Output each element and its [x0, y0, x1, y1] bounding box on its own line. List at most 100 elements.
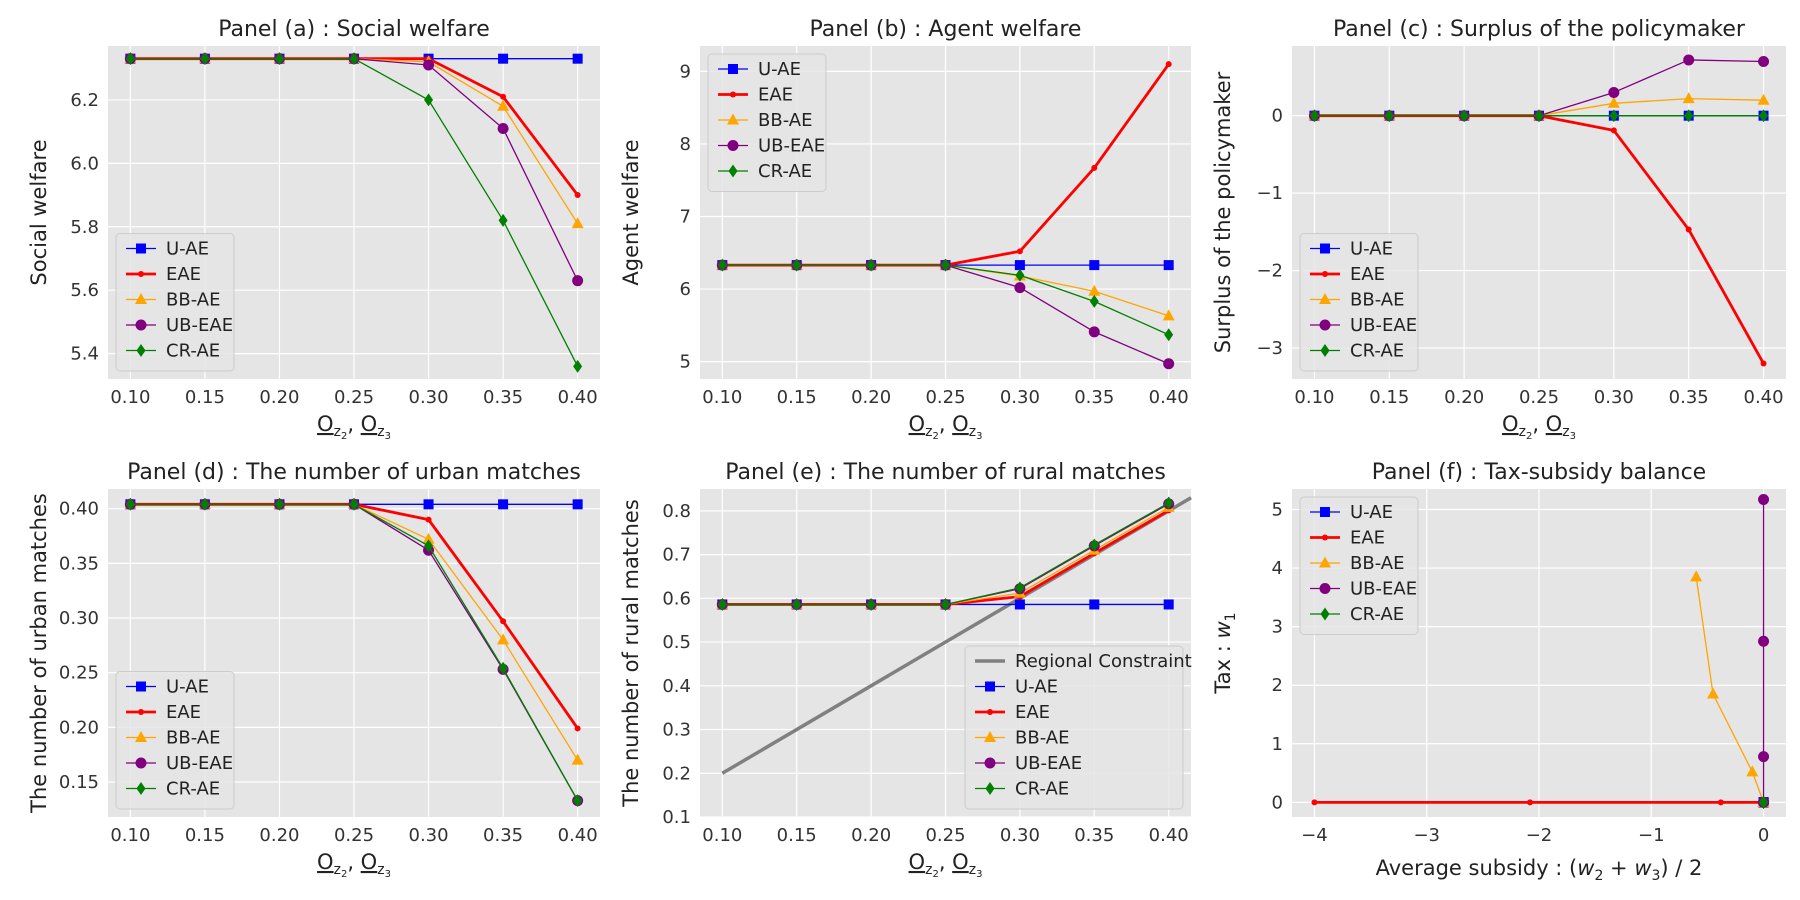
data-point [1014, 599, 1025, 610]
data-point [1311, 799, 1318, 806]
y-tick-label: 6.2 [70, 90, 99, 111]
legend-box [1299, 496, 1419, 635]
legend-marker [727, 140, 739, 151]
x-tick-label: −1 [1638, 825, 1665, 846]
legend-box [707, 53, 827, 192]
x-tick-label: 0.40 [558, 825, 598, 846]
series-cr-ae [717, 258, 1174, 342]
legend-marker [135, 293, 147, 304]
data-point [1534, 109, 1544, 123]
data-point [1684, 109, 1694, 123]
y-tick-label: 0.25 [59, 663, 99, 684]
data-point [1384, 109, 1394, 123]
y-tick-label: 0 [1272, 106, 1283, 127]
data-point [572, 499, 583, 510]
y-tick-label: −1 [1256, 183, 1283, 204]
data-point [941, 258, 950, 272]
panel-c: 0.10 0.15 0.20 0.25 0.30 0.35 0.40 −3 −2 −1 0 Panel… [1211, 17, 1786, 442]
legend-marker [730, 91, 736, 98]
series-cr-ae [125, 497, 583, 808]
x-tick-label: 0.35 [1669, 387, 1709, 408]
data-point [500, 93, 507, 100]
x-tick-label: −3 [1413, 825, 1440, 846]
data-point [1757, 93, 1770, 105]
legend-marker [984, 731, 996, 742]
legend-box [115, 671, 235, 810]
legend-label: U-AE [1015, 677, 1058, 698]
data-point [274, 497, 284, 511]
legend-marker [138, 709, 144, 715]
x-tick-label: 0.20 [851, 387, 891, 408]
y-tick-label: 6 [680, 279, 691, 300]
legend-box [115, 233, 235, 372]
data-point [424, 93, 434, 107]
legend-label: CR-AE [1350, 341, 1404, 362]
legend-marker [136, 243, 146, 254]
x-tick-label: 0.30 [409, 387, 449, 408]
legend-label: UB-EAE [166, 753, 233, 774]
legend-label: U-AE [1350, 239, 1393, 260]
data-point [423, 59, 435, 71]
legend-marker [987, 709, 993, 715]
legend-label: U-AE [166, 677, 209, 698]
x-tick-label: 0.20 [1444, 387, 1484, 408]
x-tick-label: 0.10 [702, 825, 742, 846]
x-tick-label: 0.10 [110, 387, 150, 408]
data-point [1163, 260, 1174, 271]
legend-label: U-AE [1350, 502, 1393, 523]
y-tick-label: 0.20 [59, 717, 99, 738]
data-point [1015, 268, 1025, 282]
x-tick-label: 0.15 [1369, 387, 1409, 408]
legend-marker [1320, 243, 1330, 254]
x-tick-label: −4 [1301, 825, 1328, 846]
panel-a: 0.10 0.15 0.20 0.25 0.30 0.35 0.40 5.4 5.6 5.8 6.0… [27, 17, 600, 442]
legend-marker [1322, 271, 1328, 277]
y-tick-label: 5 [1272, 500, 1283, 521]
legend-label: BB-AE [1015, 728, 1069, 749]
y-axis-label: Social welfare [27, 139, 51, 285]
data-point [1759, 795, 1769, 809]
x-tick-label: 0.20 [259, 387, 299, 408]
legend-marker [135, 757, 147, 769]
data-point [717, 258, 727, 272]
x-tick-label: 0.30 [1000, 825, 1040, 846]
x-axis-label: Oz2, Oz3 [1502, 412, 1576, 442]
data-point [500, 618, 507, 625]
x-tick-label: 0.25 [925, 825, 965, 846]
legend-label: UB-EAE [758, 136, 825, 157]
legend-marker [1322, 534, 1328, 541]
data-point [792, 258, 802, 272]
series-cr-ae [1759, 795, 1769, 809]
data-point [1091, 164, 1098, 171]
legend-marker [985, 782, 995, 795]
legend-marker [136, 344, 146, 357]
x-tick-label: 0.15 [185, 825, 225, 846]
data-point [1607, 96, 1620, 108]
legend-marker [136, 681, 146, 692]
legend-label: EAE [1350, 528, 1385, 549]
x-tick-label: 0.40 [1149, 825, 1189, 846]
data-point [1758, 494, 1770, 506]
data-point [424, 539, 434, 553]
x-tick-label: 0.25 [1519, 387, 1559, 408]
series-cr-ae [1309, 109, 1769, 123]
x-tick-label: 0.35 [1074, 825, 1114, 846]
y-tick-label: 0.4 [662, 676, 691, 697]
legend-label: BB-AE [166, 290, 220, 311]
y-tick-label: 0.1 [662, 807, 691, 828]
legend-label: BB-AE [1350, 290, 1404, 311]
data-point [1088, 326, 1100, 338]
y-tick-label: 5.4 [70, 344, 99, 365]
data-point [1162, 309, 1175, 321]
legend-label: EAE [758, 85, 793, 106]
data-point [1690, 570, 1703, 582]
data-point [425, 516, 432, 523]
y-tick-label: 0.7 [662, 545, 691, 566]
series-cr-ae [125, 52, 583, 373]
y-tick-label: 0 [1272, 792, 1283, 813]
data-point [1459, 109, 1469, 123]
y-tick-label: 0.5 [662, 632, 691, 653]
y-axis-label: The number of urban matches [27, 493, 51, 814]
x-axis-label: Average subsidy : (w2 + w3) / 2 [1376, 856, 1703, 884]
legend-marker [728, 64, 738, 74]
